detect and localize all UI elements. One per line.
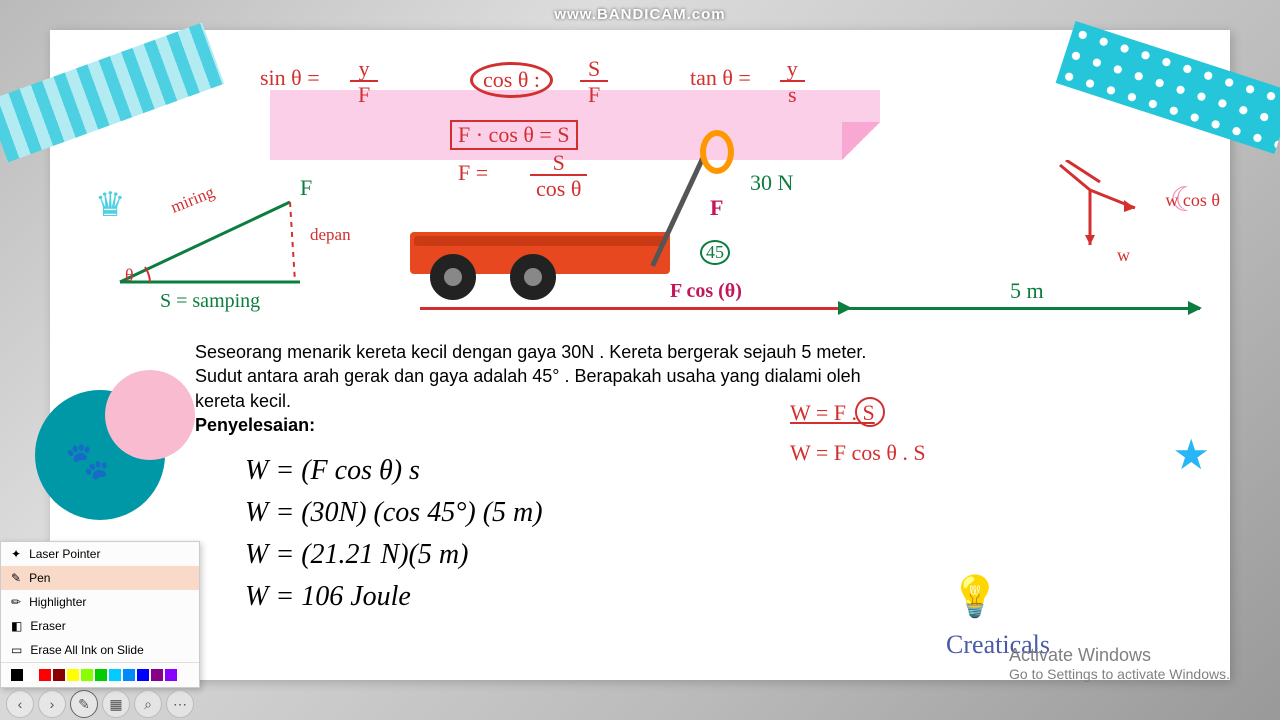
pen-icon: ✎	[11, 571, 21, 585]
angle-45: 45	[700, 240, 730, 265]
activate-title: Activate Windows	[1009, 645, 1230, 666]
sin-label: sin θ =	[260, 65, 320, 91]
eraser-item[interactable]: ◧Eraser	[1, 614, 199, 638]
tan-label: tan θ =	[690, 65, 751, 91]
blob-decoration: 🐾	[35, 370, 185, 520]
wagon-ring	[700, 130, 734, 174]
red-arrow	[420, 307, 850, 310]
pen-item[interactable]: ✎Pen	[1, 566, 199, 590]
sin-den: F	[350, 80, 378, 107]
tri-depan: depan	[310, 225, 351, 245]
eq-2: W = (30N) (cos 45°) (5 m)	[245, 492, 543, 534]
tri-f: F	[300, 175, 312, 201]
swatch[interactable]	[123, 669, 135, 681]
dist-5m: 5 m	[1010, 278, 1044, 304]
swatch[interactable]	[95, 669, 107, 681]
star-icon: ★	[1172, 430, 1210, 479]
force-30n: 30 N	[750, 170, 793, 196]
tri-theta: θ	[125, 265, 134, 286]
eq-3: W = (21.21 N)(5 m)	[245, 534, 543, 576]
swatch[interactable]	[25, 669, 37, 681]
erase-all-item[interactable]: ▭Erase All Ink on Slide	[1, 638, 199, 662]
w-label: w	[1117, 245, 1130, 266]
vector-diagram	[1040, 160, 1160, 275]
side-w2: W = F cos θ . S	[790, 440, 926, 466]
wagon-graphic	[410, 232, 670, 274]
sin-num: y	[359, 56, 370, 81]
prev-slide-button[interactable]: ‹	[6, 690, 34, 718]
f-den: cos θ	[530, 174, 587, 201]
erase-all-icon: ▭	[11, 643, 22, 657]
slideshow-toolbar: ‹ › ✎ ▦ ⌕ ⋯	[0, 688, 200, 720]
zoom-button[interactable]: ⌕	[134, 690, 162, 718]
swatch[interactable]	[39, 669, 51, 681]
swatch[interactable]	[137, 669, 149, 681]
activate-sub: Go to Settings to activate Windows.	[1009, 666, 1230, 682]
swatch[interactable]	[109, 669, 121, 681]
f-num: S	[553, 150, 565, 175]
green-arrow	[850, 307, 1200, 310]
f-eq: F =	[458, 160, 488, 186]
next-slide-button[interactable]: ›	[38, 690, 66, 718]
force-f: F	[710, 195, 723, 221]
fcos-label: F cos (θ)	[670, 280, 742, 303]
wcos-label: w cos θ	[1165, 190, 1220, 211]
highlighter-item[interactable]: ✏Highlighter	[1, 590, 199, 614]
activate-windows: Activate Windows Go to Settings to activ…	[1009, 645, 1230, 682]
eq-4: W = 106 Joule	[245, 576, 543, 618]
eq-1: W = (F cos θ) s	[245, 450, 543, 492]
highlighter-icon: ✏	[11, 595, 21, 609]
bandicam-watermark: www.BANDICAM.com	[554, 6, 725, 23]
tri-s: S = samping	[160, 290, 260, 313]
equations: W = (F cos θ) s W = (30N) (cos 45°) (5 m…	[245, 450, 543, 618]
solve-title: Penyelesaian:	[195, 415, 315, 436]
fcos-eq: F · cos θ = S	[450, 120, 578, 150]
swatch[interactable]	[11, 669, 23, 681]
tan-num: y	[787, 56, 798, 81]
see-all-button[interactable]: ▦	[102, 690, 130, 718]
cos-label: cos θ :	[470, 62, 553, 98]
swatch[interactable]	[165, 669, 177, 681]
bulb-icon: 💡	[950, 573, 1000, 620]
laser-icon: ✦	[11, 547, 21, 561]
laser-pointer-item[interactable]: ✦Laser Pointer	[1, 542, 199, 566]
cos-num: S	[588, 56, 600, 81]
eraser-icon: ◧	[11, 619, 22, 633]
tan-den: s	[780, 80, 805, 107]
swatch[interactable]	[53, 669, 65, 681]
swatch[interactable]	[81, 669, 93, 681]
cos-den: F	[580, 80, 608, 107]
f-circle	[855, 397, 885, 427]
pen-tools-panel: ✦Laser Pointer ✎Pen ✏Highlighter ◧Eraser…	[0, 541, 200, 688]
swatch[interactable]	[67, 669, 79, 681]
ink-tools-button[interactable]: ✎	[70, 690, 98, 718]
color-swatches	[1, 663, 199, 687]
more-button[interactable]: ⋯	[166, 690, 194, 718]
swatch[interactable]	[151, 669, 163, 681]
